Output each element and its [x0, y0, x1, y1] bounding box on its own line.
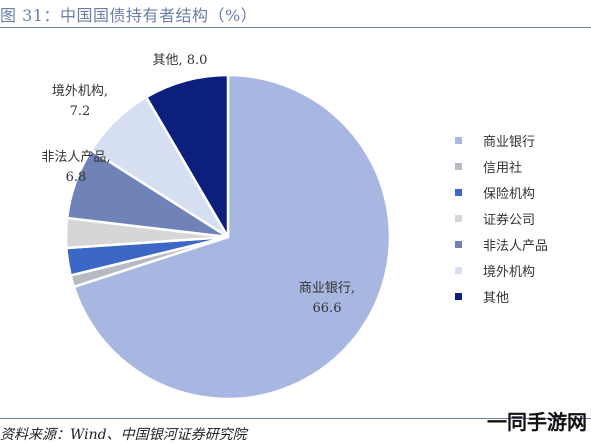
slice-label-0: 商业银行, 66.6: [299, 281, 355, 316]
legend-swatch-0: [455, 137, 462, 144]
pie-labels: 商业银行, 66.6 非法人产品, 6.8 境外机构, 7.2 其他, 8.0: [41, 53, 355, 316]
slice-0: [72, 73, 392, 401]
legend-swatch-2: [455, 189, 462, 196]
legend-swatch-5: [455, 267, 462, 274]
title-divider: [0, 27, 591, 28]
legend-label-5: 境外机构: [483, 265, 535, 280]
legend-label-6: 其他: [483, 291, 509, 306]
pie-slices: [64, 73, 392, 401]
source-divider: [0, 418, 591, 419]
figure-title: 图 31：中国国债持有者结构（%）: [0, 6, 258, 25]
legend-label-2: 保险机构: [483, 187, 535, 202]
legend-label-1: 信用社: [483, 160, 522, 176]
legend-label-3: 证券公司: [483, 212, 535, 228]
slice-label-5: 境外机构, 7.2: [52, 84, 108, 119]
legend-swatch-3: [455, 215, 462, 222]
slice-label-4: 非法人产品, 6.8: [41, 150, 110, 185]
source-note: 资料来源：Wind、中国银河证券研究院: [0, 427, 247, 443]
legend-swatch-6: [455, 293, 462, 300]
slice-label-6: 其他, 8.0: [153, 53, 208, 68]
legend-swatch-4: [455, 241, 462, 248]
slice-6: [145, 73, 230, 239]
legend-label-4: 非法人产品: [483, 239, 548, 254]
legend-label-0: 商业银行: [483, 135, 535, 150]
legend-swatch-1: [455, 163, 462, 170]
site-watermark: 一同手游网: [487, 410, 587, 434]
